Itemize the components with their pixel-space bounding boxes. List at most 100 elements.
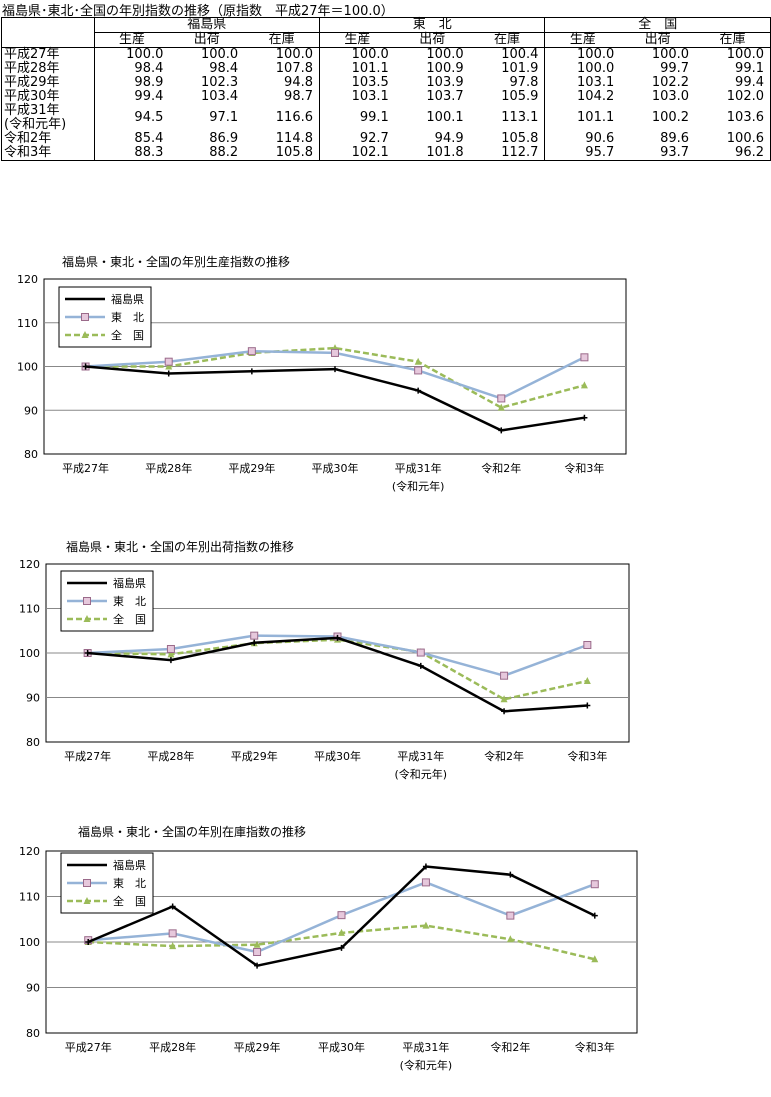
table-cell: 103.0 bbox=[651, 89, 690, 104]
tohoku-point bbox=[416, 648, 425, 657]
fukushima-point bbox=[581, 414, 588, 421]
x-tick-sublabel: (令和元年) bbox=[392, 479, 445, 493]
group-header: 福島県 bbox=[93, 17, 321, 33]
tohoku-point bbox=[583, 640, 592, 649]
y-tick-label: 110 bbox=[17, 317, 38, 330]
y-tick-label: 90 bbox=[24, 404, 38, 417]
table-cell: 103.5 bbox=[318, 76, 395, 90]
zenkoku-point bbox=[165, 362, 173, 370]
fukushima-point bbox=[248, 368, 255, 375]
table-cell: 100.0 bbox=[695, 47, 771, 62]
table-cell: 113.1 bbox=[469, 104, 546, 132]
table-row: 令和3年 88.3 88.2 105.8 102.1 101.8 112.7 95.7 93.7… bbox=[1, 146, 771, 161]
y-tick-label: 110 bbox=[19, 603, 40, 616]
fukushima-point bbox=[254, 962, 261, 969]
x-tick-sublabel: (令和元年) bbox=[394, 767, 447, 781]
zenkoku-point bbox=[591, 955, 599, 963]
sub-header: 在庫 bbox=[695, 32, 771, 48]
x-tick-label: 平成27年 bbox=[62, 461, 109, 475]
table-cell: 98.7 bbox=[244, 90, 321, 104]
legend-marker bbox=[83, 897, 91, 904]
x-tick-label: 令和2年 bbox=[490, 1040, 530, 1054]
table-cell: 93.7 bbox=[620, 146, 696, 161]
x-tick-label: 平成29年 bbox=[231, 749, 278, 763]
fukushima-point bbox=[85, 939, 92, 945]
sub-header: 在庫 bbox=[469, 32, 546, 48]
shipment-chart-svg: 福島県・東北・全国の年別出荷指数の推移 80 90 100 110 120 平成27年 平成2… bbox=[19, 539, 630, 781]
row-label: 令和3年 bbox=[1, 146, 95, 161]
tohoku-point bbox=[590, 880, 599, 889]
chart-title: 福島県・東北・全国の年別出荷指数の推移 bbox=[66, 539, 294, 554]
table-cell: 112.7 bbox=[469, 146, 546, 161]
legend-label: 東 北 bbox=[111, 311, 144, 324]
table-cell: 103.9 bbox=[426, 75, 464, 90]
fukushima-point bbox=[417, 662, 424, 669]
row-label-text: 令和2年 bbox=[4, 131, 52, 146]
tohoku-point bbox=[421, 878, 430, 887]
table-cell: 96.2 bbox=[695, 146, 771, 161]
table-cell: 103.1 bbox=[318, 90, 395, 104]
table-cell: 114.8 bbox=[244, 132, 321, 146]
table-cell: 94.9 bbox=[434, 131, 464, 146]
sub-header: 出荷 bbox=[169, 32, 245, 48]
zenkoku-point bbox=[497, 403, 505, 411]
zenkoku-point bbox=[506, 935, 514, 943]
fukushima-point bbox=[167, 657, 174, 664]
y-tick-label: 90 bbox=[26, 692, 40, 705]
table-cell: 86.9 bbox=[209, 131, 239, 146]
x-tick-label: 令和2年 bbox=[484, 749, 524, 763]
tohoku-point bbox=[253, 948, 262, 957]
row-label-text: 平成30年 bbox=[4, 89, 60, 104]
x-tick-label: 平成28年 bbox=[149, 1040, 196, 1054]
x-tick-label: 平成31年 bbox=[397, 749, 444, 763]
zenkoku-point bbox=[414, 357, 422, 365]
table-cell: 100.6 bbox=[695, 132, 771, 146]
zenkoku-point bbox=[169, 942, 177, 950]
row-label: 平成31年 (令和元年) bbox=[1, 104, 95, 132]
legend-marker bbox=[81, 313, 89, 321]
table-cell: 100.2 bbox=[651, 110, 690, 125]
legend-label: 全 国 bbox=[113, 612, 146, 626]
table-cell: 94.8 bbox=[244, 76, 321, 90]
table-cell: 88.3 bbox=[93, 146, 170, 161]
zenkoku-point bbox=[338, 928, 345, 936]
sub-header: 出荷 bbox=[394, 32, 470, 48]
fukushima-point bbox=[501, 708, 508, 715]
legend-label: 全 国 bbox=[113, 894, 146, 908]
table-cell: 101.1 bbox=[318, 62, 395, 76]
table-cell: 99.1 bbox=[318, 104, 395, 132]
table-cell: 104.2 bbox=[544, 90, 621, 104]
table-cell: 100.0 bbox=[93, 47, 170, 62]
legend-label: 福島県 bbox=[113, 576, 146, 590]
x-tick-label: 令和2年 bbox=[481, 461, 521, 475]
legend-label: 東 北 bbox=[113, 595, 146, 608]
legend-label: 福島県 bbox=[111, 292, 144, 306]
tohoku-point bbox=[164, 357, 173, 366]
x-tick-label: 平成29年 bbox=[234, 1040, 281, 1054]
x-tick-label: 平成30年 bbox=[314, 749, 361, 763]
zenkoku-point bbox=[583, 677, 591, 685]
legend-marker bbox=[83, 597, 91, 605]
x-tick-label: 平成29年 bbox=[228, 461, 275, 475]
sub-header: 生産 bbox=[544, 32, 621, 48]
tohoku-point bbox=[247, 347, 256, 356]
table-cell: 100.0 bbox=[200, 47, 239, 62]
table-cell: 105.8 bbox=[469, 132, 546, 146]
table-cell: 102.2 bbox=[651, 75, 690, 90]
tohoku-point bbox=[414, 366, 423, 375]
table-cell: 102.0 bbox=[695, 90, 771, 104]
y-tick-label: 120 bbox=[19, 845, 40, 858]
row-label-sub: (令和元年) bbox=[4, 117, 67, 132]
tohoku-point bbox=[166, 644, 175, 653]
table-cell: 100.0 bbox=[544, 47, 621, 62]
fukushima-point bbox=[591, 912, 598, 919]
tohoku-point bbox=[168, 929, 177, 938]
table-cell: 94.5 bbox=[93, 104, 170, 132]
fukushima-point bbox=[169, 903, 176, 910]
x-tick-label: 平成28年 bbox=[145, 461, 192, 475]
row-label-text: 平成27年 bbox=[4, 47, 60, 62]
table-cell: 89.6 bbox=[660, 131, 690, 146]
fukushima-point bbox=[415, 387, 422, 394]
fukushima-point bbox=[332, 366, 338, 373]
table-row: 平成27年 100.0 100.0 100.0 100.0 100.0 100.4 100.0… bbox=[1, 47, 771, 62]
